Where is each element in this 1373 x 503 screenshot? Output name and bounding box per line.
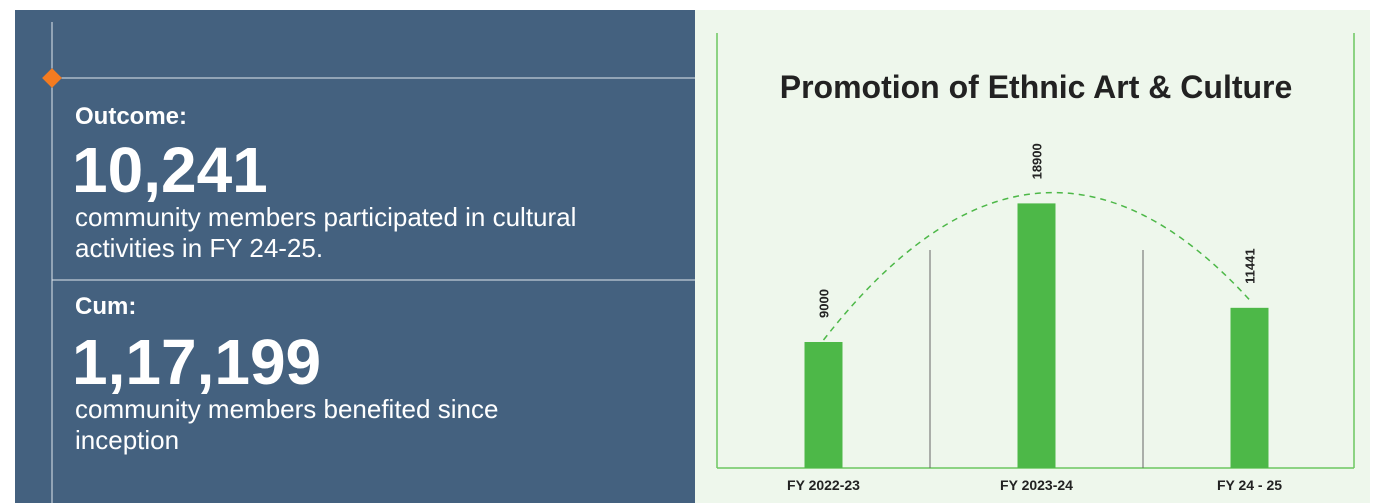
value-label: 9000 [817, 289, 832, 318]
value-label: 11441 [1243, 248, 1258, 283]
value-label: 18900 [1030, 143, 1045, 179]
outcome-figure: 10,241 [72, 134, 268, 206]
x-tick-label: FY 2022-23 [787, 477, 860, 493]
cum-description: community members benefited since [75, 394, 498, 424]
diamond-marker [42, 68, 62, 88]
outcome-description: community members participated in cultur… [75, 202, 576, 232]
trend-line [822, 192, 1251, 341]
chart-title: Promotion of Ethnic Art & Culture [780, 69, 1293, 105]
x-tick-label: FY 24 - 25 [1217, 477, 1282, 493]
outcome-heading: Outcome: [75, 103, 187, 130]
x-tick-label: FY 2023-24 [1000, 477, 1073, 493]
bar [1230, 307, 1269, 468]
cum-figure: 1,17,199 [72, 326, 321, 398]
info-panel [15, 10, 695, 503]
bar [1017, 203, 1056, 468]
cum-description: inception [75, 425, 179, 455]
outcome-description: activities in FY 24-25. [75, 233, 323, 263]
cum-heading: Cum: [75, 293, 136, 320]
bar [804, 342, 843, 468]
